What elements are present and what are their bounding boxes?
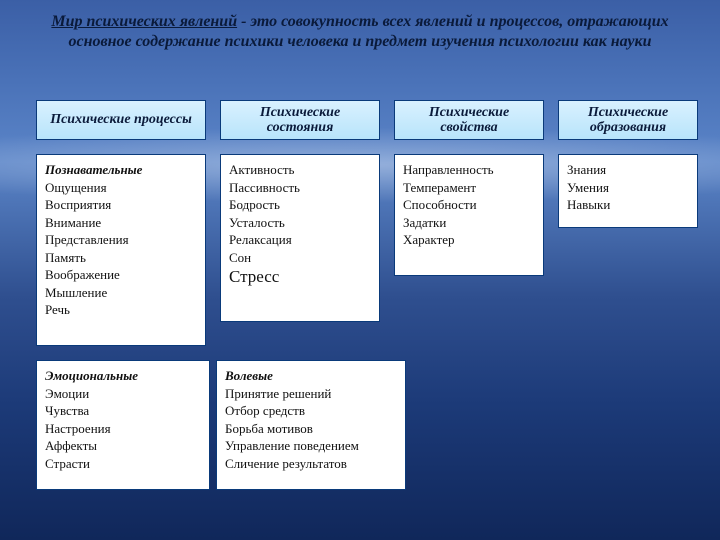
title-lead: Мир психических явлений: [51, 13, 237, 30]
box-emotional-item: Аффекты: [45, 438, 97, 453]
box-cognitive-item: Представления: [45, 232, 129, 247]
box-formations-item: Навыки: [567, 197, 610, 212]
box-emotional-item: Эмоции: [45, 386, 89, 401]
box-volitional-item: Борьба мотивов: [225, 421, 313, 436]
box-volitional-item: Принятие решений: [225, 386, 331, 401]
box-states-item: Релаксация: [229, 232, 292, 247]
box-cognitive-lead: Познавательные: [45, 162, 142, 177]
header-properties-label: Психические свойства: [399, 105, 539, 136]
box-properties-item: Направленность: [403, 162, 494, 177]
box-states-item: Активность: [229, 162, 294, 177]
box-volitional-item: Управление поведением: [225, 438, 359, 453]
box-cognitive: Познавательные Ощущения Восприятия Внима…: [36, 154, 206, 346]
box-volitional-lead: Волевые: [225, 368, 273, 383]
box-properties: Направленность Темперамент Способности З…: [394, 154, 544, 276]
box-cognitive-item: Воображение: [45, 267, 120, 282]
box-cognitive-item: Внимание: [45, 215, 101, 230]
box-emotional-item: Чувства: [45, 403, 89, 418]
box-states-item: Бодрость: [229, 197, 280, 212]
box-properties-item: Характер: [403, 232, 455, 247]
box-formations: Знания Умения Навыки: [558, 154, 698, 228]
box-cognitive-item: Восприятия: [45, 197, 111, 212]
header-formations: Психические образования: [558, 100, 698, 140]
header-processes: Психические процессы: [36, 100, 206, 140]
box-cognitive-item: Ощущения: [45, 180, 107, 195]
box-emotional-lead: Эмоциональные: [45, 368, 138, 383]
box-states-item: Пассивность: [229, 180, 300, 195]
header-properties: Психические свойства: [394, 100, 544, 140]
box-volitional: Волевые Принятие решений Отбор средств Б…: [216, 360, 406, 490]
box-cognitive-item: Память: [45, 250, 86, 265]
box-states: Активность Пассивность Бодрость Усталост…: [220, 154, 380, 322]
box-emotional-item: Страсти: [45, 456, 90, 471]
box-volitional-item: Отбор средств: [225, 403, 305, 418]
header-states: Психические состояния: [220, 100, 380, 140]
box-formations-item: Знания: [567, 162, 606, 177]
box-states-item: Сон: [229, 250, 251, 265]
box-emotional: Эмоциональные Эмоции Чувства Настроения …: [36, 360, 210, 490]
box-cognitive-item: Мышление: [45, 285, 107, 300]
header-formations-label: Психические образования: [563, 105, 693, 136]
box-cognitive-item: Речь: [45, 302, 70, 317]
box-emotional-item: Настроения: [45, 421, 111, 436]
box-properties-item: Темперамент: [403, 180, 476, 195]
slide: Мир психических явлений - это совокупнос…: [0, 0, 720, 540]
box-states-item: Усталость: [229, 215, 285, 230]
header-processes-label: Психические процессы: [50, 112, 192, 127]
box-formations-item: Умения: [567, 180, 609, 195]
slide-title: Мир психических явлений - это совокупнос…: [30, 12, 690, 52]
header-states-label: Психические состояния: [225, 105, 375, 136]
box-properties-item: Способности: [403, 197, 477, 212]
box-states-big: Стресс: [229, 267, 279, 286]
box-properties-item: Задатки: [403, 215, 446, 230]
box-volitional-item: Сличение результатов: [225, 456, 347, 471]
